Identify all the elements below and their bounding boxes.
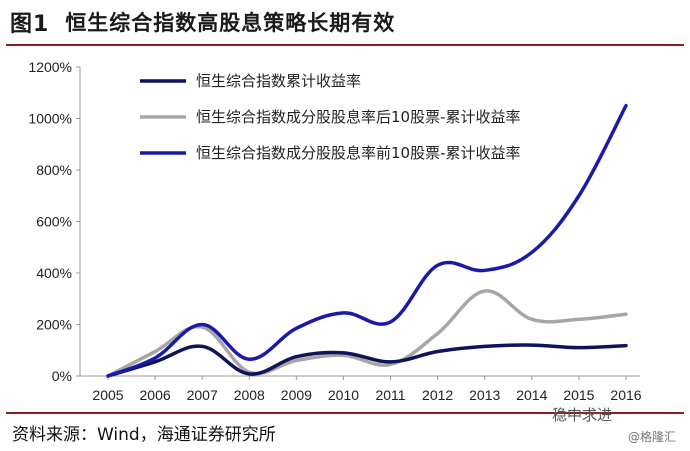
figure-number: 图1 bbox=[10, 12, 50, 37]
x-tick-label: 2006 bbox=[140, 387, 171, 403]
title-bar: 图1 恒生综合指数高股息策略长期有效 bbox=[0, 0, 690, 44]
legend-label: 恒生综合指数累计收益率 bbox=[196, 72, 361, 90]
footer-divider bbox=[6, 412, 684, 414]
x-tick-label: 2009 bbox=[281, 387, 312, 403]
y-tick-label: 1200% bbox=[28, 59, 72, 75]
series-line bbox=[106, 103, 628, 378]
y-tick-label: 0% bbox=[52, 368, 72, 384]
y-tick-label: 1000% bbox=[28, 111, 72, 127]
x-tick-label: 2014 bbox=[516, 387, 547, 403]
source-note: 资料来源：Wind，海通证券研究所 bbox=[12, 425, 276, 445]
x-tick-label: 2008 bbox=[234, 387, 265, 403]
x-tick-label: 2012 bbox=[422, 387, 453, 403]
y-tick-label: 400% bbox=[36, 265, 72, 281]
x-tick-label: 2007 bbox=[187, 387, 218, 403]
chart-title: 恒生综合指数高股息策略长期有效 bbox=[65, 11, 396, 35]
watermark-brand: @格隆汇 bbox=[628, 430, 677, 444]
x-tick-label: 2005 bbox=[92, 387, 123, 403]
x-tick-label: 2015 bbox=[563, 387, 594, 403]
y-tick-label: 200% bbox=[36, 317, 72, 333]
series-line bbox=[106, 343, 628, 378]
x-tick-label: 2016 bbox=[610, 387, 641, 403]
series-line bbox=[106, 289, 628, 378]
y-tick-label: 800% bbox=[36, 162, 72, 178]
title-divider bbox=[6, 44, 684, 46]
x-tick-label: 2013 bbox=[469, 387, 500, 403]
legend-label: 恒生综合指数成分股股息率前10股票-累计收益率 bbox=[196, 144, 521, 162]
x-tick-label: 2011 bbox=[375, 387, 405, 403]
x-tick-label: 2010 bbox=[328, 387, 359, 403]
legend-label: 恒生综合指数成分股股息率后10股票-累计收益率 bbox=[196, 108, 521, 126]
watermark-channel: 稳中求进 bbox=[552, 406, 613, 424]
y-tick-label: 600% bbox=[36, 214, 72, 230]
